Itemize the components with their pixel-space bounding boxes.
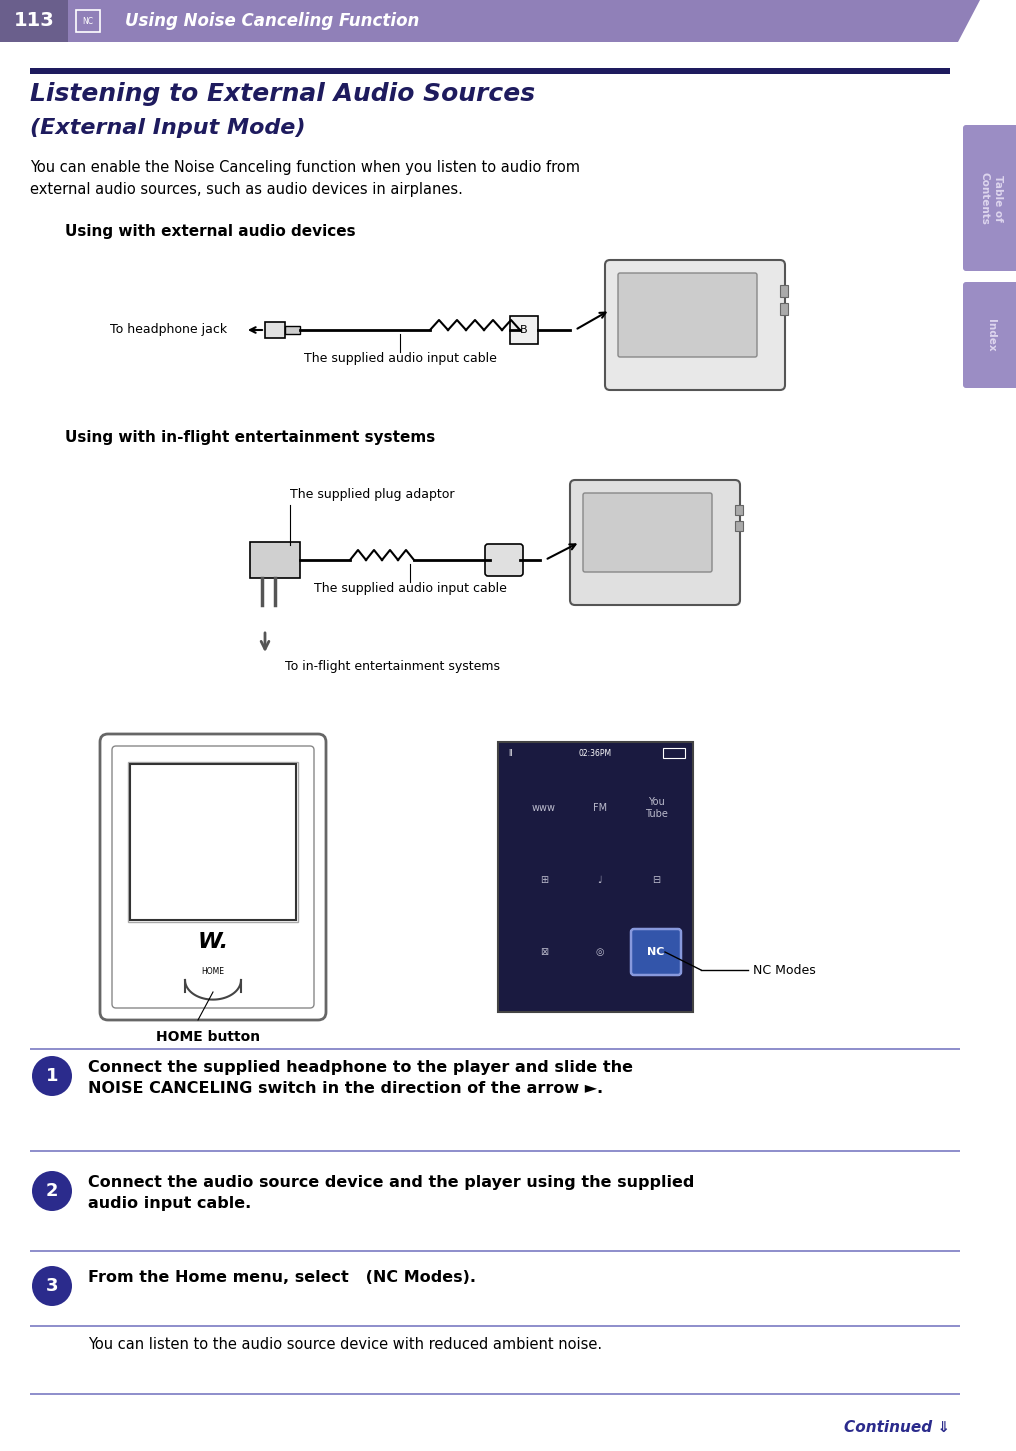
Circle shape (31, 1171, 72, 1212)
Bar (130, 765, 296, 920)
Text: ⊞: ⊞ (539, 875, 548, 885)
Text: ⊟: ⊟ (652, 875, 660, 885)
Text: Continued ⇓: Continued ⇓ (844, 1421, 950, 1435)
FancyBboxPatch shape (963, 281, 1016, 387)
Text: Table of
Contents: Table of Contents (979, 171, 1003, 225)
Bar (30, 1325, 960, 1326)
Text: 2: 2 (46, 1183, 58, 1200)
Bar (510, 316, 538, 344)
Bar (780, 303, 788, 315)
Text: 3: 3 (46, 1277, 58, 1294)
Circle shape (31, 1056, 72, 1096)
Text: Index: Index (986, 319, 996, 351)
FancyBboxPatch shape (570, 480, 740, 605)
Text: You can listen to the audio source device with reduced ambient noise.: You can listen to the audio source devic… (88, 1336, 602, 1352)
FancyBboxPatch shape (583, 493, 712, 572)
FancyBboxPatch shape (631, 929, 681, 975)
Text: NC Modes: NC Modes (753, 963, 816, 977)
FancyBboxPatch shape (618, 273, 757, 357)
Text: (External Input Mode): (External Input Mode) (30, 118, 306, 138)
Text: The supplied audio input cable: The supplied audio input cable (314, 582, 506, 595)
Bar (663, 749, 685, 757)
Text: NC: NC (82, 16, 93, 26)
Text: The supplied plug adaptor: The supplied plug adaptor (290, 488, 454, 501)
Bar (285, 326, 300, 334)
Text: FM: FM (593, 802, 608, 813)
FancyBboxPatch shape (100, 734, 326, 1020)
FancyBboxPatch shape (963, 125, 1016, 271)
Text: The supplied audio input cable: The supplied audio input cable (304, 353, 497, 366)
Bar (250, 543, 300, 577)
Bar (128, 762, 298, 921)
Text: Using Noise Canceling Function: Using Noise Canceling Function (125, 12, 420, 30)
Text: 113: 113 (13, 12, 55, 30)
Text: 02:36PM: 02:36PM (579, 750, 612, 759)
Bar (30, 1393, 960, 1394)
Bar (30, 68, 950, 74)
Bar (30, 1151, 960, 1152)
Text: www: www (532, 802, 556, 813)
Text: To headphone jack: To headphone jack (110, 324, 228, 337)
FancyBboxPatch shape (498, 741, 693, 1011)
Text: Connect the supplied headphone to the player and slide the
NOISE CANCELING switc: Connect the supplied headphone to the pl… (88, 1061, 633, 1096)
FancyBboxPatch shape (485, 544, 523, 576)
Bar (68, 0, 938, 42)
Text: ♩: ♩ (597, 875, 602, 885)
Text: B: B (520, 325, 528, 335)
Bar (735, 505, 743, 515)
Text: II: II (508, 750, 512, 759)
Text: W.: W. (197, 932, 229, 952)
Bar (265, 322, 285, 338)
Bar (735, 521, 743, 531)
Polygon shape (938, 0, 980, 42)
Text: You can enable the Noise Canceling function when you listen to audio from
extern: You can enable the Noise Canceling funct… (30, 160, 580, 197)
Text: Using with external audio devices: Using with external audio devices (65, 223, 356, 239)
Circle shape (31, 1267, 72, 1306)
Text: To in-flight entertainment systems: To in-flight entertainment systems (285, 660, 500, 673)
Text: HOME: HOME (201, 968, 225, 977)
Text: ◎: ◎ (595, 948, 605, 958)
Text: 1: 1 (46, 1066, 58, 1085)
Bar (30, 1048, 960, 1049)
Bar (780, 284, 788, 297)
Bar (76, 10, 100, 32)
Text: HOME button: HOME button (155, 1030, 260, 1045)
Text: Connect the audio source device and the player using the supplied
audio input ca: Connect the audio source device and the … (88, 1175, 694, 1212)
Bar (0, 0, 68, 42)
Text: From the Home menu, select   (NC Modes).: From the Home menu, select (NC Modes). (88, 1270, 477, 1286)
Text: Listening to External Audio Sources: Listening to External Audio Sources (30, 83, 535, 106)
Bar (30, 1249, 960, 1252)
Text: ⊠: ⊠ (539, 948, 548, 958)
Text: NC: NC (647, 948, 664, 958)
Text: Using with in-flight entertainment systems: Using with in-flight entertainment syste… (65, 429, 435, 445)
FancyBboxPatch shape (605, 260, 785, 390)
Text: You
Tube: You Tube (644, 797, 668, 818)
